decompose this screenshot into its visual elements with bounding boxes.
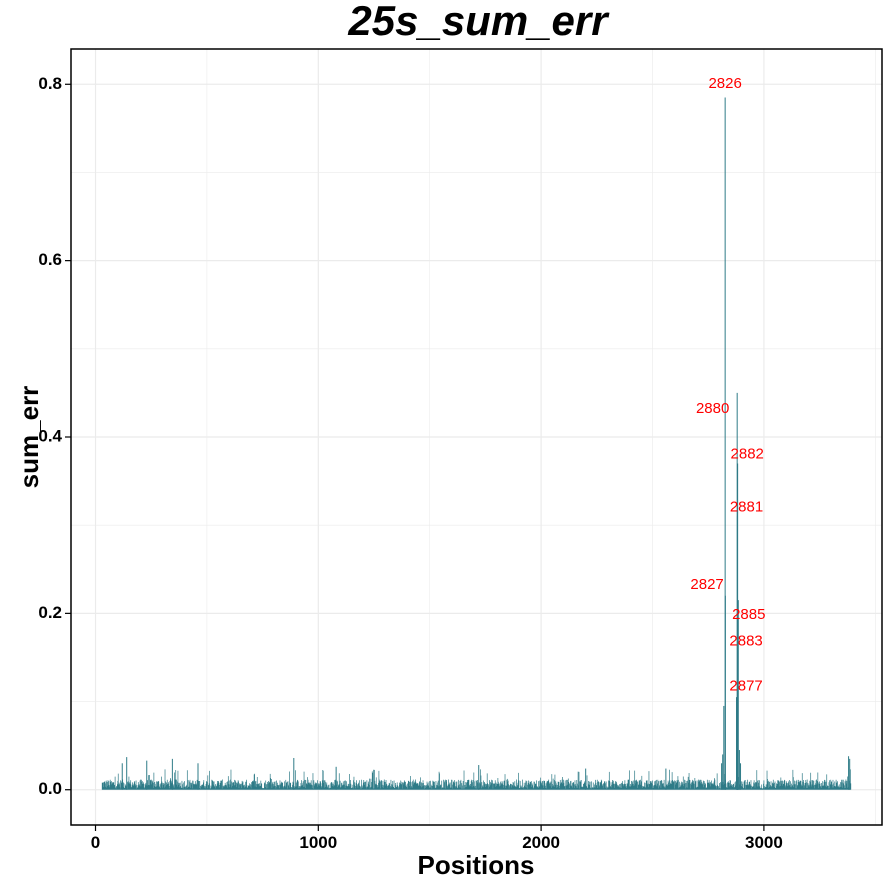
- x-tick-label: 3000: [745, 833, 783, 852]
- y-tick-label: 0.6: [38, 250, 62, 269]
- annotation-2877: 2877: [729, 678, 762, 695]
- annotation-2883: 2883: [729, 633, 762, 650]
- x-tick-label: 1000: [299, 833, 337, 852]
- x-tick-label: 2000: [522, 833, 560, 852]
- grid: [71, 49, 882, 825]
- bar-baseline-noise: [101, 769, 852, 790]
- chart-title: 25s_sum_err: [347, 0, 610, 44]
- x-axis: 0 1000 2000 3000: [91, 825, 783, 852]
- x-axis-title: Positions: [417, 850, 534, 880]
- y-tick-label: 0.2: [38, 603, 62, 622]
- y-axis: 0.0 0.2 0.4 0.6 0.8: [38, 74, 71, 798]
- annotation-2880: 2880: [696, 400, 729, 417]
- y-tick-label: 0.8: [38, 74, 62, 93]
- y-tick-label: 0.4: [38, 426, 62, 445]
- y-axis-title: sum_err: [14, 386, 44, 489]
- x-tick-label: 0: [91, 833, 100, 852]
- annotation-2885: 2885: [732, 606, 765, 623]
- y-tick-label: 0.0: [38, 779, 62, 798]
- annotation-2882: 2882: [731, 446, 764, 463]
- annotations: 2826 2880 2882 2881 2827 2885 2883 2877: [690, 75, 765, 694]
- annotation-2826: 2826: [708, 75, 741, 92]
- annotation-2827: 2827: [690, 576, 723, 593]
- annotation-2881: 2881: [730, 499, 763, 516]
- bars: [101, 97, 852, 790]
